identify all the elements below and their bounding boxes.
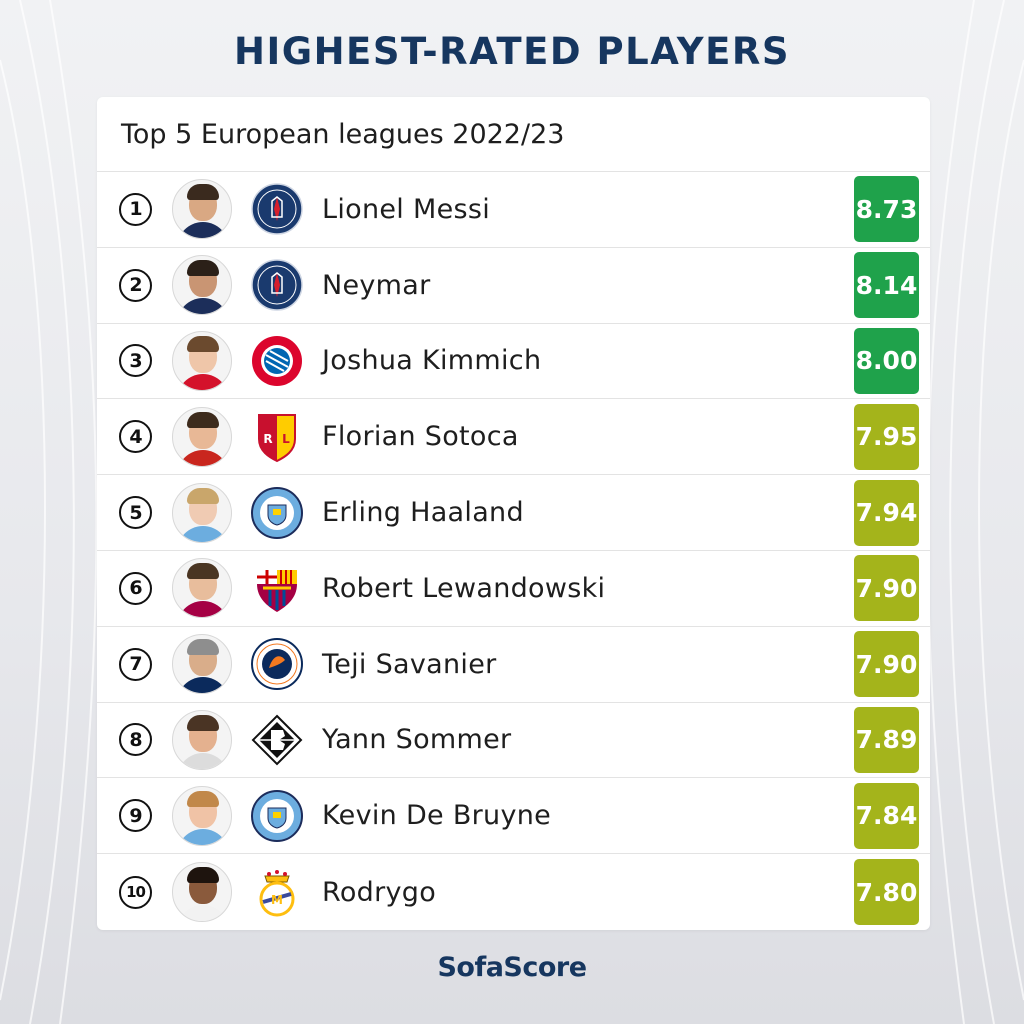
man-city-crest-icon	[251, 486, 303, 539]
player-name: Rodrygo	[322, 876, 437, 908]
player-avatar	[172, 482, 232, 543]
player-row[interactable]: 3 Joshua Kimmich 8.00	[97, 324, 930, 400]
svg-text:M: M	[271, 893, 283, 907]
rank-badge: 1	[119, 192, 152, 226]
player-avatar	[172, 785, 232, 846]
rank-badge: 3	[119, 344, 152, 378]
rating-badge: 8.73	[854, 176, 919, 243]
player-name: Teji Savanier	[322, 648, 497, 680]
bayern-crest-icon	[252, 335, 302, 386]
player-avatar	[172, 862, 232, 923]
svg-text:L: L	[282, 432, 290, 446]
player-row[interactable]: 10 M Rodrygo 7.80	[97, 854, 930, 930]
rank-badge: 8	[119, 723, 152, 757]
rank-badge: 9	[119, 799, 152, 833]
rating-badge: 7.90	[854, 555, 919, 622]
player-name: Lionel Messi	[322, 193, 491, 225]
ranking-card: Top 5 European leagues 2022/23 1 Lionel …	[97, 97, 930, 930]
player-name: Neymar	[322, 269, 431, 301]
psg-crest-icon	[251, 259, 303, 311]
player-name: Erling Haaland	[322, 497, 524, 529]
psg-crest-icon	[251, 183, 303, 236]
player-avatar	[172, 634, 232, 695]
card-subtitle: Top 5 European leagues 2022/23	[97, 97, 930, 172]
rating-badge: 7.90	[854, 631, 919, 698]
player-row[interactable]: 2 Neymar 8.14	[97, 248, 930, 324]
man-city-crest-icon	[251, 789, 303, 842]
real-madrid-crest-icon: M	[259, 870, 295, 917]
player-list: 1 Lionel Messi 8.73 2 Neymar 8.14 3 Josh…	[97, 172, 930, 930]
rating-badge: 7.94	[854, 479, 919, 546]
rank-badge: 5	[119, 496, 152, 530]
player-row[interactable]: 5 Erling Haaland 7.94	[97, 475, 930, 551]
player-row[interactable]: 6 Robert Lewandowski 7.90	[97, 551, 930, 627]
rank-badge: 7	[119, 647, 152, 681]
page-title: HIGHEST-RATED PLAYERS	[233, 30, 790, 73]
rating-badge: 7.89	[854, 706, 919, 773]
rating-badge: 7.84	[854, 782, 919, 849]
barcelona-crest-icon	[257, 570, 297, 613]
player-avatar	[172, 406, 232, 467]
rating-badge: 7.80	[854, 859, 919, 926]
player-name: Yann Sommer	[322, 724, 512, 756]
sofascore-logo: SofaScore	[437, 952, 587, 983]
player-avatar	[172, 709, 232, 770]
player-row[interactable]: 8 Yann Sommer 7.89	[97, 703, 930, 779]
player-name: Robert Lewandowski	[322, 572, 606, 604]
player-name: Joshua Kimmich	[322, 345, 542, 377]
rank-badge: 2	[119, 268, 152, 302]
player-avatar	[172, 179, 232, 240]
player-avatar	[172, 558, 232, 619]
player-avatar	[172, 255, 232, 316]
player-name: Kevin De Bruyne	[322, 800, 552, 832]
rank-badge: 10	[119, 875, 152, 909]
rating-badge: 8.14	[854, 252, 919, 319]
rating-badge: 8.00	[854, 327, 919, 394]
montpellier-crest-icon	[251, 638, 303, 691]
rank-badge: 4	[119, 420, 152, 454]
rank-badge: 6	[119, 571, 152, 605]
player-name: Florian Sotoca	[322, 421, 519, 453]
player-row[interactable]: 9 Kevin De Bruyne 7.84	[97, 778, 930, 855]
player-avatar	[172, 330, 232, 391]
svg-text:R: R	[263, 432, 272, 446]
player-row[interactable]: 7 Teji Savanier 7.90	[97, 627, 930, 703]
player-row[interactable]: 1 Lionel Messi 8.73	[97, 172, 930, 248]
rating-badge: 7.95	[854, 403, 919, 470]
gladbach-crest-icon	[251, 714, 303, 766]
